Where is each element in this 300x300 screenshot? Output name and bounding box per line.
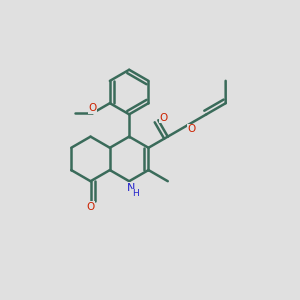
Text: O: O: [160, 113, 168, 123]
Text: H: H: [132, 189, 139, 198]
Text: O: O: [187, 124, 195, 134]
Text: N: N: [127, 183, 135, 193]
Text: O: O: [88, 103, 97, 113]
Text: O: O: [86, 202, 95, 212]
